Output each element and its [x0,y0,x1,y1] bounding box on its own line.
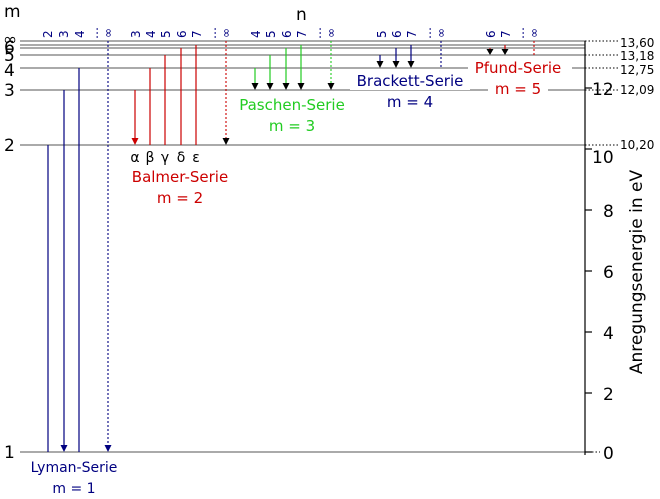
greek-beta: β [146,150,155,166]
brackett-m: m = 4 [387,93,433,111]
balmer-m: m = 2 [157,189,203,207]
level-energy-values: 13,60 13,18 12,75 12,09 10,20 [620,36,654,152]
greek-gamma: γ [161,150,169,166]
lyman-m: m = 1 [52,481,95,497]
value-12-75: 12,75 [620,63,654,77]
balmer-title: Balmer-Serie [132,168,228,186]
paschen-n-7: 7 [295,30,309,38]
paschen-series: 4 5 6 7 … ∞ Paschen-Serie m = 3 [239,27,345,135]
axis-tick-8: 8 [603,202,614,222]
paschen-n-6: 6 [280,30,294,38]
lyman-series: 2 3 4 … ∞ Lyman-Serie m = 1 [31,27,118,497]
brackett-title: Brackett-Serie [357,72,464,90]
pfund-n-6: 6 [484,30,498,38]
brackett-n-5: 5 [375,30,389,38]
balmer-series: 3 4 5 6 7 … ∞ α β γ δ ε Balmer-Serie m =… [129,27,233,207]
pfund-n-infinity: ∞ [527,28,541,38]
balmer-n-6: 6 [175,30,189,38]
value-13-60: 13,60 [620,36,654,50]
lyman-n-infinity: ∞ [101,28,115,38]
paschen-n-5: 5 [264,30,278,38]
n-header: n [296,5,307,25]
brackett-n-7: 7 [405,30,419,38]
lyman-n-2: 2 [41,30,55,38]
brackett-n-6: 6 [390,30,404,38]
paschen-n-dots: … [310,27,324,39]
energy-axis: 0 2 4 6 8 10 12 Anregungsenergie in eV [584,41,647,464]
value-leaders [585,40,618,453]
energy-levels [20,40,585,453]
greek-alpha: α [130,150,139,166]
level-label-1: 1 [4,443,15,463]
axis-tick-6: 6 [603,263,614,283]
level-label-6: 6 [4,38,15,58]
pfund-title: Pfund-Serie [475,59,562,77]
greek-epsilon: ε [192,150,200,166]
paschen-n-4: 4 [249,30,263,38]
axis-tick-10: 10 [592,148,614,168]
axis-title: Anregungsenergie in eV [627,170,647,375]
pfund-n-7: 7 [499,30,513,38]
paschen-n-infinity: ∞ [324,28,338,38]
axis-tick-0: 0 [603,444,614,464]
balmer-n-infinity: ∞ [219,28,233,38]
balmer-n-3: 3 [129,30,143,38]
balmer-n-4: 4 [144,30,158,38]
lyman-title: Lyman-Serie [31,460,118,476]
balmer-n-7: 7 [190,30,204,38]
pfund-m: m = 5 [495,80,541,98]
value-13-18: 13,18 [620,49,654,63]
axis-tick-2: 2 [603,385,614,405]
pfund-n-dots: … [513,27,527,39]
axis-tick-12: 12 [592,80,614,100]
value-12-09: 12,09 [620,83,654,97]
pfund-series: 6 7 … ∞ Pfund-Serie m = 5 [468,27,572,98]
axis-tick-4: 4 [603,324,614,344]
paschen-title: Paschen-Serie [239,96,345,114]
left-level-labels: m 1 2 3 4 5 6 ∞ n [3,2,307,463]
lyman-n-4: 4 [73,30,87,38]
level-label-3: 3 [4,81,15,101]
brackett-series: 5 6 7 … ∞ Brackett-Serie m = 4 [350,27,470,111]
level-label-infinity: ∞ [3,30,17,50]
paschen-m: m = 3 [269,117,315,135]
value-10-20: 10,20 [620,138,654,152]
greek-delta: δ [177,150,186,166]
lyman-n-3: 3 [57,30,71,38]
lyman-n-dots: … [87,27,101,39]
level-label-4: 4 [4,61,15,81]
balmer-n-5: 5 [159,30,173,38]
brackett-n-dots: … [420,27,434,39]
balmer-n-dots: … [205,27,219,39]
m-header: m [4,2,21,22]
level-label-2: 2 [4,136,15,156]
brackett-n-infinity: ∞ [434,28,448,38]
level-label-5: 5 [4,46,15,66]
